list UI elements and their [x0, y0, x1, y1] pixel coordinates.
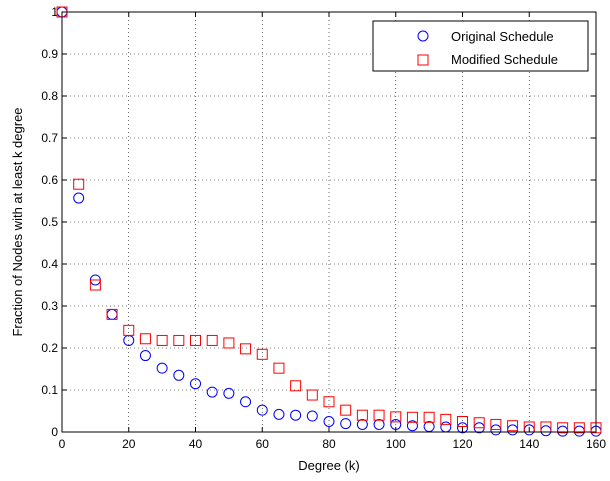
x-tick-label: 80 — [322, 437, 336, 451]
data-series — [56, 6, 602, 437]
series-modified-schedule — [56, 6, 602, 434]
data-point-modified — [139, 333, 151, 345]
y-tick-labels: 0 0.1 0.2 0.3 0.4 0.5 0.6 0.7 0.8 0.9 1 — [41, 5, 58, 439]
data-point-original — [290, 409, 302, 421]
y-tick-label: 1 — [51, 5, 58, 19]
data-point-modified — [406, 411, 418, 423]
data-point-original — [457, 422, 468, 434]
data-point-modified — [73, 178, 85, 190]
x-tick-label: 120 — [452, 437, 472, 451]
legend-label-original: Original Schedule — [451, 29, 554, 44]
data-point-modified — [273, 362, 285, 374]
data-point-original — [406, 420, 418, 432]
data-point-modified — [190, 334, 201, 346]
data-point-modified — [123, 324, 135, 336]
legend-marker-modified — [417, 54, 429, 66]
x-tick-label: 140 — [519, 437, 539, 451]
data-point-modified — [156, 334, 168, 346]
data-point-modified — [223, 337, 235, 349]
y-tick-label: 0.5 — [41, 215, 58, 229]
y-tick-label: 0.9 — [41, 47, 58, 61]
y-tick-label: 0.6 — [41, 173, 58, 187]
y-tick-label: 0.8 — [41, 89, 58, 103]
data-point-original — [340, 418, 352, 430]
data-point-original — [223, 387, 235, 399]
data-point-modified — [323, 396, 335, 408]
y-tick-label: 0.7 — [41, 131, 58, 145]
x-tick-label: 40 — [189, 437, 203, 451]
data-point-modified — [557, 422, 569, 434]
data-point-original — [356, 418, 368, 430]
data-point-original — [139, 350, 151, 362]
data-point-modified — [490, 418, 502, 430]
data-point-original — [273, 408, 285, 420]
data-point-modified — [106, 308, 118, 320]
data-point-modified — [89, 279, 101, 291]
legend-marker-original — [417, 30, 429, 42]
data-point-original — [323, 416, 335, 427]
data-point-modified — [507, 420, 519, 432]
data-point-original — [373, 418, 385, 430]
data-point-modified — [457, 416, 468, 427]
x-tick-label: 60 — [256, 437, 270, 451]
data-point-original — [73, 192, 85, 204]
legend: Original Schedule Modified Schedule — [372, 20, 589, 72]
data-point-modified — [340, 404, 352, 416]
data-point-original — [306, 410, 318, 422]
data-point-original — [390, 418, 402, 430]
data-point-modified — [440, 413, 452, 425]
x-tick-label: 160 — [586, 437, 606, 451]
y-tick-label: 0.4 — [41, 257, 58, 271]
x-tick-labels: 0 20 40 60 80 100 120 140 160 — [59, 437, 607, 451]
plot-frame — [61, 11, 597, 433]
data-point-modified — [173, 334, 185, 346]
x-tick-label: 20 — [122, 437, 136, 451]
data-point-original — [240, 396, 252, 408]
data-point-modified — [473, 417, 485, 429]
x-tick-label: 100 — [386, 437, 406, 451]
data-point-original — [206, 386, 218, 398]
data-point-modified — [240, 343, 252, 355]
data-point-modified — [356, 409, 368, 421]
y-tick-label: 0.2 — [41, 341, 58, 355]
data-point-modified — [423, 411, 435, 423]
data-point-modified — [390, 411, 402, 423]
y-axis-label: Fraction of Nodes with at least k degree — [10, 107, 25, 336]
x-axis-label: Degree (k) — [298, 458, 359, 473]
y-tick-label: 0.3 — [41, 299, 58, 313]
data-point-original — [173, 369, 185, 381]
y-tick-label: 0.1 — [41, 383, 58, 397]
data-point-modified — [256, 348, 268, 360]
legend-label-modified: Modified Schedule — [451, 52, 558, 67]
data-point-original — [256, 404, 268, 416]
x-tick-label: 0 — [59, 437, 66, 451]
data-point-modified — [206, 334, 218, 346]
data-point-modified — [373, 409, 385, 421]
data-point-modified — [573, 422, 585, 434]
data-point-modified — [306, 389, 318, 401]
axis-ticks — [61, 11, 597, 433]
data-point-original — [156, 362, 168, 374]
y-tick-label: 0 — [51, 425, 58, 439]
data-point-original — [190, 378, 201, 390]
data-point-modified — [290, 380, 302, 392]
legend-box — [372, 20, 589, 72]
